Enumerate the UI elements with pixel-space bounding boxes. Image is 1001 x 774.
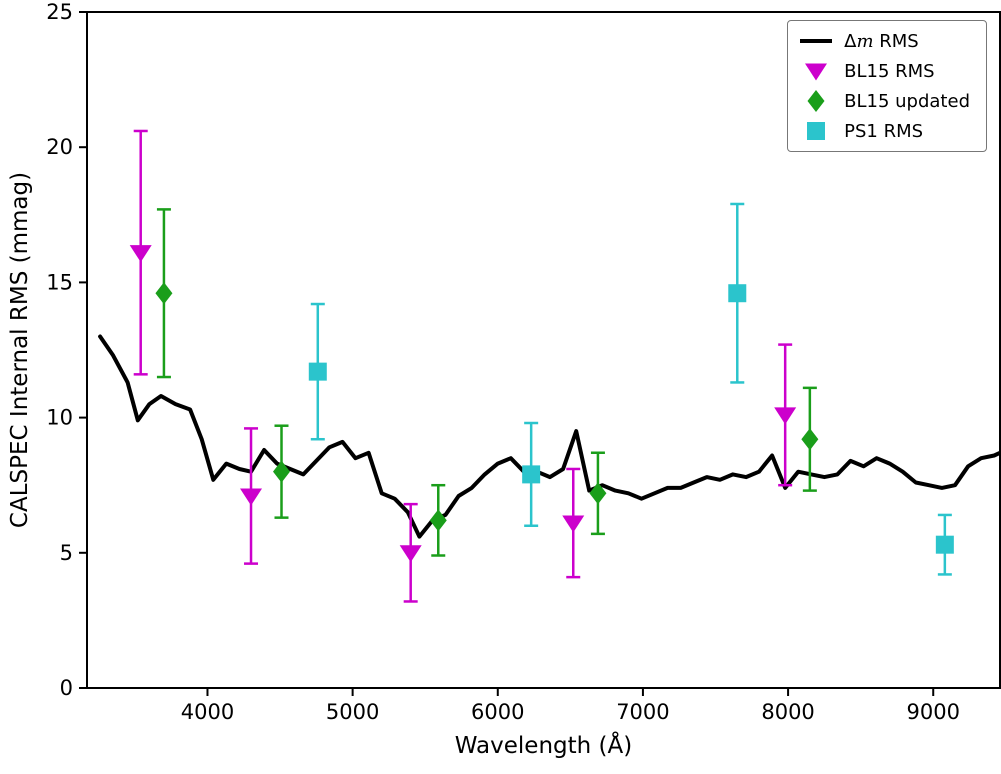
diamond-marker [807,90,825,112]
data-point-triangle-down [399,502,422,603]
data-point-square [308,302,327,441]
legend-swatch-diamond [807,90,825,112]
x-tick-label: 5000 [326,700,379,724]
legend-label: BL15 RMS [844,60,935,82]
legend: Δm RMS BL15 RMS BL15 updated PS1 RMS [787,20,987,152]
y-axis-label: CALSPEC Internal RMS (mmag) [7,171,33,529]
legend-entry: Δm RMS [798,28,970,54]
square-marker [935,535,954,554]
data-point-square [728,202,747,384]
triangle-down-marker [240,488,263,506]
legend-label: BL15 updated [844,90,970,112]
triangle-down-marker [562,515,585,533]
data-point-triangle-down [562,467,585,579]
legend-label: PS1 RMS [844,120,924,142]
square-marker [308,362,327,381]
y-tick-label: 25 [46,0,73,24]
series-line-dm-rms [98,334,1001,539]
y-tick-label: 10 [46,406,73,430]
diamond-marker [155,282,173,305]
data-point-square [935,513,954,576]
square-marker [522,465,541,484]
x-tick-label: 9000 [907,700,960,724]
square-marker [728,284,747,303]
x-tick-label: 6000 [471,700,524,724]
triangle-down-marker [774,407,797,425]
legend-entry: PS1 RMS [798,118,970,144]
diamond-marker [273,460,291,483]
x-tick-label: 4000 [181,700,234,724]
data-point-diamond [801,386,819,492]
triangle-down-marker [399,545,422,563]
legend-swatch-triangle-down [805,63,828,81]
diamond-marker [589,482,607,505]
x-tick-label: 7000 [616,700,669,724]
data-point-diamond [429,483,447,557]
triangle-down-marker [805,63,828,81]
legend-swatch-square [807,122,826,140]
legend-swatch-line [800,39,833,43]
y-tick-label: 5 [60,541,73,565]
data-point-square [522,421,541,528]
y-tick-label: 0 [60,676,73,700]
data-point-triangle-down [774,343,797,487]
legend-label: Δm RMS [844,30,919,52]
diamond-marker [801,428,819,451]
y-tick-label: 15 [46,270,73,294]
data-point-diamond [273,424,291,519]
data-point-diamond [589,451,607,536]
legend-entry: BL15 RMS [798,58,970,84]
square-marker [807,122,826,140]
plot-frame [86,11,1001,689]
y-tick-label: 20 [46,135,73,159]
data-point-diamond [155,208,173,379]
triangle-down-marker [129,245,152,263]
data-point-triangle-down [240,427,263,565]
x-tick-label: 8000 [761,700,814,724]
x-axis-label: Wavelength (Å) [454,733,633,759]
legend-entry: BL15 updated [798,88,970,114]
diamond-marker [429,509,447,532]
data-point-triangle-down [129,129,152,376]
